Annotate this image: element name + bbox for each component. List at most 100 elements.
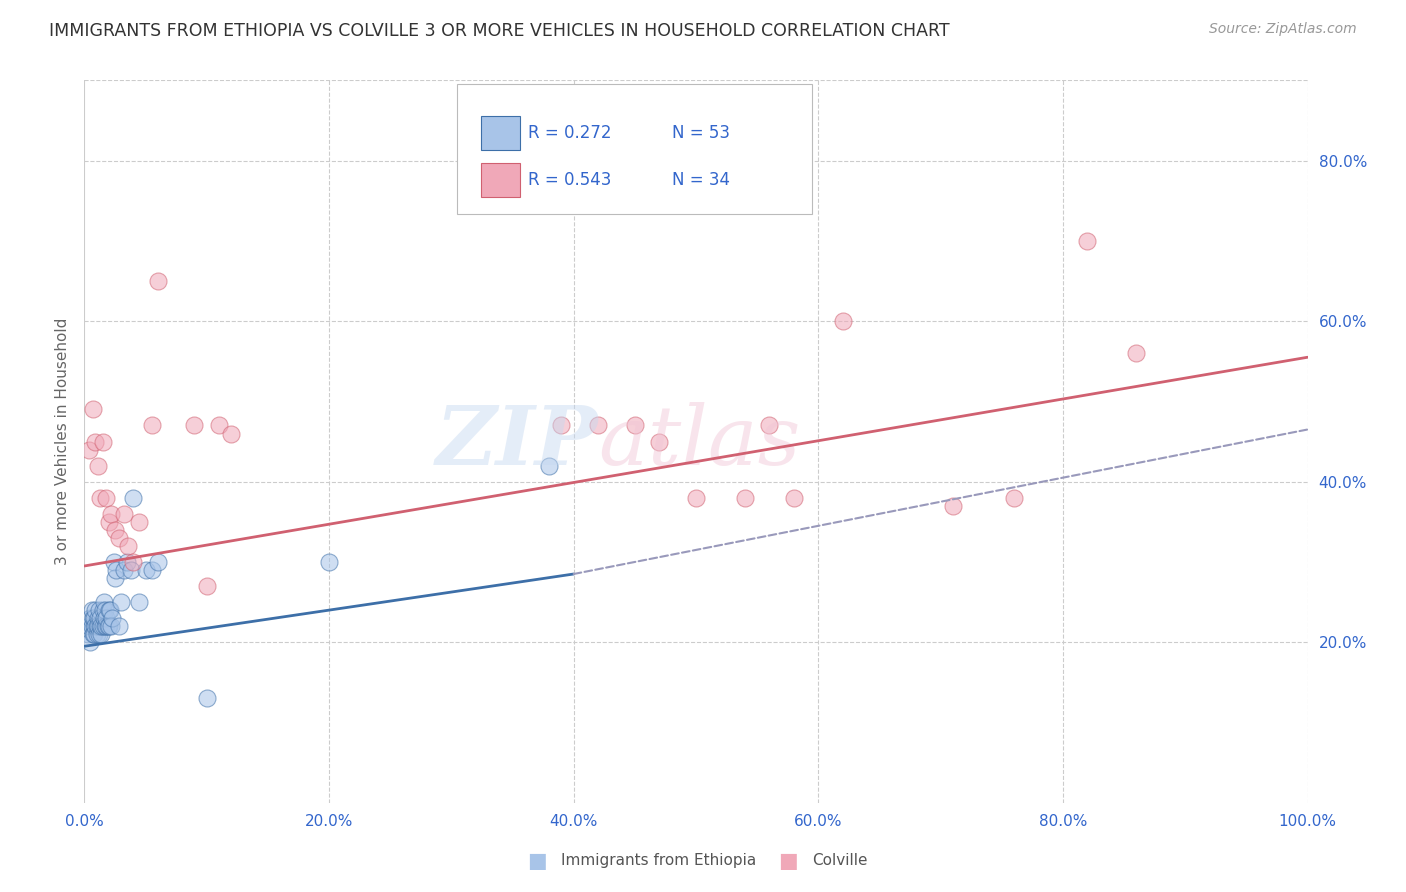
Text: ■: ■ [778, 851, 797, 871]
Point [117, 539, 139, 553]
Point [79, 611, 101, 625]
Point [84, 434, 107, 449]
Point [783, 491, 806, 505]
Point [83, 627, 105, 641]
Point [141, 563, 163, 577]
Point [685, 491, 707, 505]
Point [97, 603, 120, 617]
Point [318, 555, 340, 569]
Point [87, 627, 110, 641]
Point [1076, 234, 1098, 248]
Point [942, 499, 965, 513]
Point [128, 595, 150, 609]
Text: ZIP: ZIP [436, 401, 598, 482]
FancyBboxPatch shape [481, 116, 520, 150]
Point [97, 619, 120, 633]
Text: Immigrants from Ethiopia: Immigrants from Ethiopia [561, 853, 756, 868]
Point [97, 619, 120, 633]
Point [120, 563, 142, 577]
Text: R = 0.272: R = 0.272 [529, 124, 612, 142]
Point [89, 619, 111, 633]
Point [97, 515, 120, 529]
Point [195, 691, 218, 706]
Text: IMMIGRANTS FROM ETHIOPIA VS COLVILLE 3 OR MORE VEHICLES IN HOUSEHOLD CORRELATION: IMMIGRANTS FROM ETHIOPIA VS COLVILLE 3 O… [49, 22, 950, 40]
Point [105, 563, 128, 577]
Point [831, 314, 853, 328]
Point [219, 426, 242, 441]
Point [624, 418, 647, 433]
Point [135, 563, 157, 577]
Point [90, 627, 112, 641]
Point [87, 619, 110, 633]
Point [89, 491, 111, 505]
Point [96, 619, 118, 633]
Point [96, 491, 118, 505]
Point [84, 619, 107, 633]
FancyBboxPatch shape [457, 84, 813, 214]
Point [77, 627, 100, 641]
Y-axis label: 3 or more Vehicles in Household: 3 or more Vehicles in Household [55, 318, 70, 566]
Text: N = 53: N = 53 [672, 124, 730, 142]
Text: Source: ZipAtlas.com: Source: ZipAtlas.com [1209, 22, 1357, 37]
Point [758, 418, 780, 433]
Point [1125, 346, 1147, 360]
Point [104, 571, 127, 585]
Point [87, 603, 110, 617]
Point [107, 619, 129, 633]
Point [91, 619, 114, 633]
Point [82, 402, 104, 417]
Point [87, 458, 110, 473]
Point [128, 515, 150, 529]
Point [586, 418, 609, 433]
Text: Colville: Colville [813, 853, 868, 868]
Point [110, 595, 132, 609]
Point [107, 531, 129, 545]
Point [91, 603, 114, 617]
Point [115, 555, 138, 569]
Point [94, 603, 117, 617]
Point [100, 507, 122, 521]
Point [104, 523, 127, 537]
Text: R = 0.543: R = 0.543 [529, 171, 612, 189]
FancyBboxPatch shape [481, 162, 520, 196]
Point [112, 507, 135, 521]
Point [122, 555, 145, 569]
Point [103, 555, 125, 569]
Point [80, 619, 103, 633]
Point [77, 619, 100, 633]
Point [734, 491, 756, 505]
Point [82, 627, 104, 641]
Point [141, 418, 163, 433]
Text: N = 34: N = 34 [672, 171, 730, 189]
Point [550, 418, 572, 433]
Point [146, 555, 169, 569]
Point [90, 619, 112, 633]
Point [93, 595, 115, 609]
Point [86, 627, 108, 641]
Point [1002, 491, 1025, 505]
Point [80, 603, 103, 617]
Point [96, 611, 118, 625]
Text: ■: ■ [527, 851, 547, 871]
Text: atlas: atlas [598, 401, 800, 482]
Point [208, 418, 231, 433]
Point [77, 442, 100, 457]
Point [122, 491, 145, 505]
Point [89, 611, 111, 625]
Point [112, 563, 135, 577]
Point [93, 611, 115, 625]
Point [195, 579, 218, 593]
Point [84, 603, 107, 617]
Point [100, 619, 122, 633]
Point [79, 635, 101, 649]
Point [98, 603, 121, 617]
Point [538, 458, 561, 473]
Point [101, 611, 124, 625]
Point [83, 619, 105, 633]
Point [83, 611, 105, 625]
Point [146, 274, 169, 288]
Point [183, 418, 205, 433]
Point [87, 611, 110, 625]
Point [86, 619, 108, 633]
Point [91, 434, 114, 449]
